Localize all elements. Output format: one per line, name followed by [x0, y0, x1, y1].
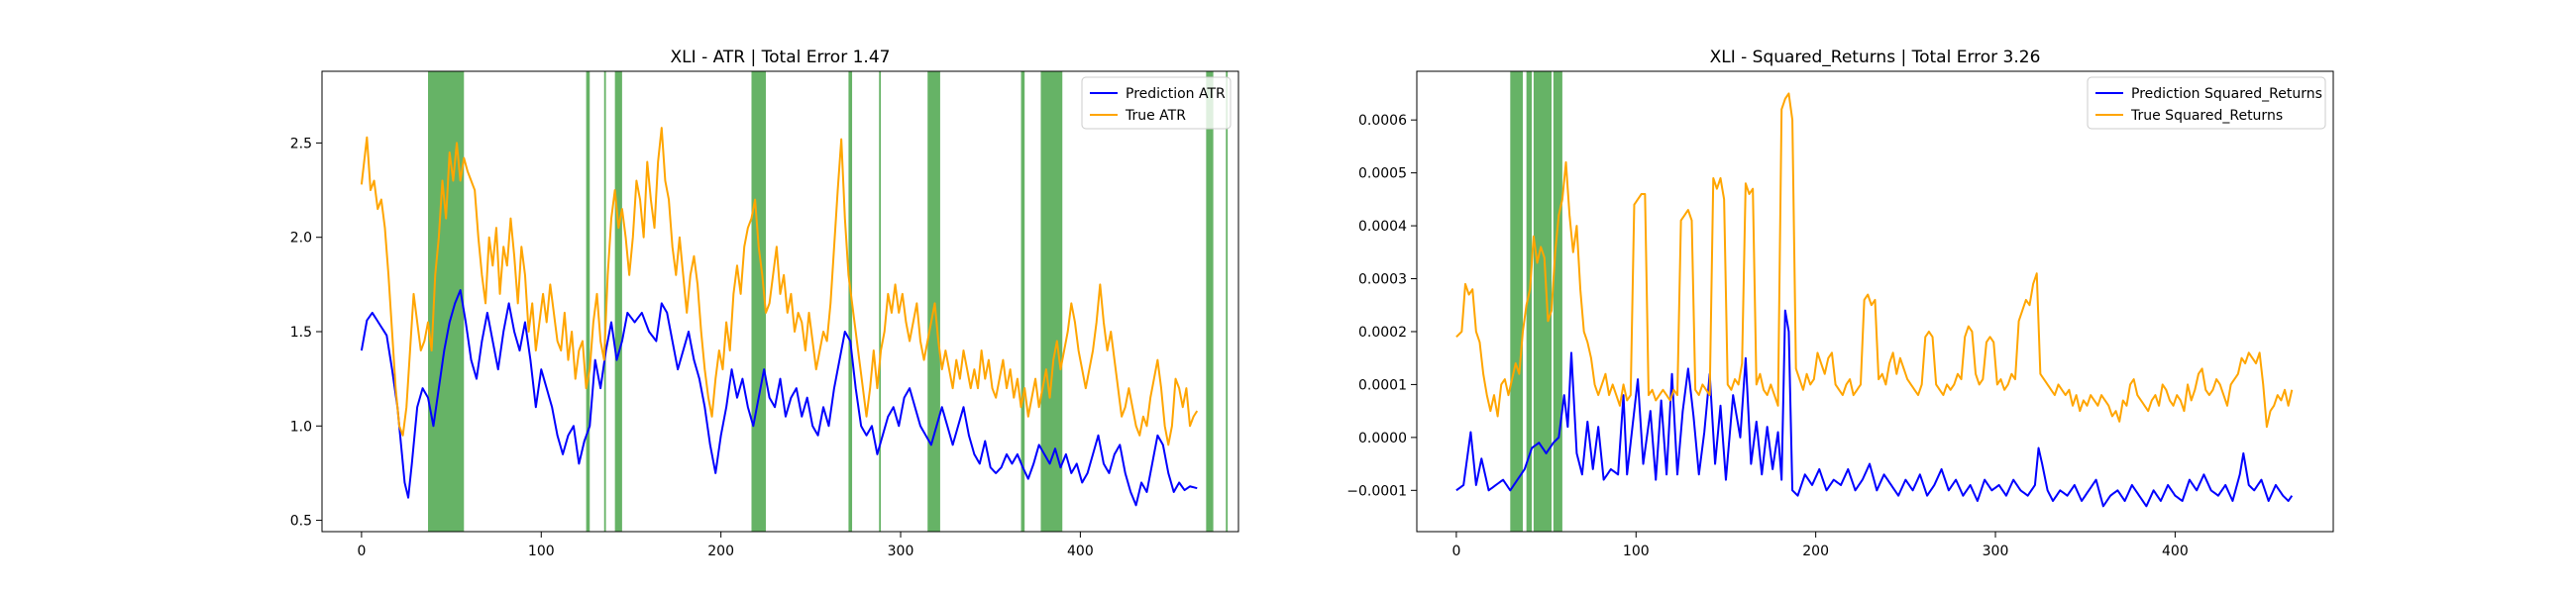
- series-line: [360, 127, 1199, 446]
- series-lines: [360, 127, 1199, 507]
- highlight-span: [1020, 71, 1025, 532]
- highlight-span: [1226, 71, 1229, 532]
- highlight-span: [879, 71, 882, 532]
- x-tick-label: 400: [1067, 544, 1094, 559]
- y-tick-label: 2.0: [290, 231, 312, 247]
- y-tick-label: 0.0002: [1358, 325, 1407, 341]
- y-tick-label: 1.5: [290, 325, 312, 341]
- x-tick-label: 300: [1983, 544, 2009, 559]
- highlight-span: [1040, 71, 1063, 532]
- highlight-spans: [1510, 71, 1562, 532]
- highlight-span: [586, 71, 590, 532]
- y-tick-label: 0.0003: [1358, 272, 1407, 288]
- legend: Prediction ATR True ATR: [1081, 76, 1232, 130]
- y-tick-label: 0.0006: [1358, 113, 1407, 129]
- highlight-span: [614, 71, 622, 532]
- highlight-span: [603, 71, 606, 532]
- y-tick-label: 0.0000: [1358, 431, 1407, 446]
- legend-label: True Squared_Returns: [2130, 108, 2283, 124]
- x-tick-label: 0: [357, 544, 366, 559]
- x-axis: 0 100 200 300 400: [1451, 532, 2189, 559]
- series-line: [1455, 309, 2294, 508]
- axes-frame: [1416, 70, 2334, 533]
- x-tick-label: 100: [528, 544, 555, 559]
- highlight-span: [848, 71, 853, 532]
- x-tick-label: 400: [2162, 544, 2189, 559]
- highlight-span: [927, 71, 940, 532]
- y-axis: 0.5 1.0 1.5 2.0 2.5: [290, 136, 322, 530]
- x-tick-label: 100: [1623, 544, 1650, 559]
- y-tick-label: 2.5: [290, 136, 312, 151]
- x-tick-label: 0: [1451, 544, 1460, 559]
- y-tick-label: −0.0001: [1346, 483, 1407, 499]
- legend-label: True ATR: [1125, 108, 1186, 124]
- y-tick-label: 1.0: [290, 419, 312, 435]
- squared-returns-chart: XLI - Squared_Returns | Total Error 3.26…: [1346, 48, 2334, 559]
- y-tick-label: 0.0005: [1358, 166, 1407, 182]
- atr-chart: XLI - ATR | Total Error 1.47 0 100 200 300 4…: [290, 48, 1239, 559]
- series-line: [1455, 92, 2294, 429]
- highlight-span: [1533, 71, 1553, 532]
- highlight-span: [1510, 71, 1524, 532]
- x-tick-label: 200: [707, 544, 734, 559]
- highlight-span: [1526, 71, 1533, 532]
- highlight-span: [1206, 71, 1214, 532]
- y-tick-label: 0.5: [290, 514, 312, 530]
- chart-title: XLI - ATR | Total Error 1.47: [671, 48, 891, 67]
- series-lines: [1455, 92, 2294, 508]
- highlight-span: [751, 71, 766, 532]
- axes-frame: [321, 70, 1239, 533]
- x-tick-label: 300: [888, 544, 914, 559]
- chart-title: XLI - Squared_Returns | Total Error 3.26: [1710, 48, 2041, 67]
- series-line: [360, 289, 1198, 507]
- legend-box: [1081, 76, 1232, 130]
- highlight-span: [1553, 71, 1562, 532]
- legend-label: Prediction Squared_Returns: [2131, 86, 2322, 102]
- y-tick-label: 0.0001: [1358, 377, 1407, 393]
- legend: Prediction Squared_Returns True Squared_R…: [2087, 76, 2326, 130]
- x-tick-label: 200: [1802, 544, 1829, 559]
- legend-label: Prediction ATR: [1126, 86, 1226, 102]
- legend-box: [2087, 76, 2326, 130]
- x-axis: 0 100 200 300 400: [357, 532, 1094, 559]
- y-tick-label: 0.0004: [1358, 219, 1407, 235]
- y-axis: −0.0001 0.0000 0.0001 0.0002 0.0003 0.0004 0.0…: [1346, 113, 1417, 499]
